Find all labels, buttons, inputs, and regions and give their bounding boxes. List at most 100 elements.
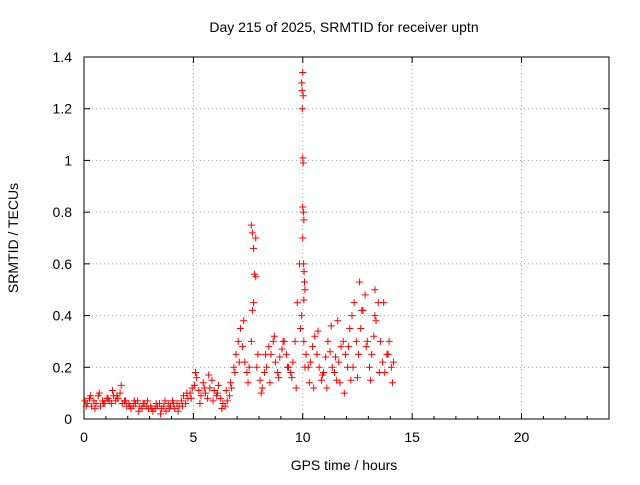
data-point xyxy=(361,291,369,299)
data-point xyxy=(126,402,134,410)
data-point xyxy=(314,327,322,335)
chart-title: Day 215 of 2025, SRMTID for receiver upt… xyxy=(209,19,478,35)
data-point xyxy=(299,92,307,100)
data-point xyxy=(215,381,223,389)
data-point xyxy=(225,392,233,400)
data-point xyxy=(387,363,395,371)
data-point xyxy=(231,368,239,376)
data-point xyxy=(306,358,314,366)
data-point xyxy=(388,379,396,387)
data-point xyxy=(289,358,297,366)
data-point xyxy=(350,299,358,307)
axis-ticks: 0 5 10 15 20 0 0.2 0.4 0.6 0.8 1 1.2 1.4 xyxy=(53,49,609,445)
data-point xyxy=(355,350,363,358)
data-point xyxy=(257,389,265,397)
data-point xyxy=(317,376,325,384)
data-point xyxy=(117,381,125,389)
data-point xyxy=(178,402,186,410)
data-point xyxy=(385,337,393,345)
data-point xyxy=(299,234,307,242)
data-point xyxy=(192,368,200,376)
data-point xyxy=(365,363,373,371)
data-point xyxy=(278,345,286,353)
data-point xyxy=(348,312,356,320)
data-point xyxy=(209,397,217,405)
data-point xyxy=(323,384,331,392)
data-point xyxy=(356,278,364,286)
data-point xyxy=(357,325,365,332)
data-point xyxy=(223,397,231,405)
data-point xyxy=(91,405,99,413)
data-point xyxy=(262,350,270,358)
x-tick-label: 20 xyxy=(514,429,530,445)
data-point xyxy=(301,363,309,371)
data-point xyxy=(297,325,305,332)
data-point xyxy=(299,159,307,167)
data-point xyxy=(139,399,147,407)
data-point xyxy=(165,405,173,413)
data-point xyxy=(247,337,255,345)
data-point xyxy=(337,343,345,351)
data-point xyxy=(340,389,348,397)
data-point xyxy=(298,79,306,87)
data-point xyxy=(243,368,251,376)
grid-lines xyxy=(84,57,609,419)
data-point xyxy=(362,343,370,351)
data-point xyxy=(292,384,300,392)
data-point xyxy=(335,358,343,366)
data-point xyxy=(324,337,332,345)
data-point xyxy=(87,392,95,400)
data-point xyxy=(235,358,243,366)
data-point xyxy=(252,234,260,242)
data-point xyxy=(380,299,388,307)
data-point xyxy=(245,363,253,371)
data-point xyxy=(82,402,90,410)
data-point xyxy=(275,374,283,382)
data-point xyxy=(248,306,256,314)
data-point xyxy=(287,368,295,376)
data-point xyxy=(248,229,256,237)
data-point xyxy=(371,286,379,294)
data-point xyxy=(160,402,168,410)
data-point xyxy=(358,306,366,314)
x-axis-label: GPS time / hours xyxy=(291,457,398,473)
data-point xyxy=(299,69,307,77)
data-point xyxy=(143,397,151,405)
data-point xyxy=(265,343,273,351)
data-point xyxy=(375,368,383,376)
y-tick-label: 0.2 xyxy=(53,359,73,375)
data-point xyxy=(258,384,266,392)
data-point xyxy=(148,405,156,413)
y-axis-label: SRMTID / TECUs xyxy=(5,183,21,293)
data-point xyxy=(353,374,361,382)
data-point xyxy=(300,216,308,224)
data-point xyxy=(170,399,178,407)
data-point xyxy=(298,105,306,113)
data-point xyxy=(379,358,387,366)
y-tick-label: 0.8 xyxy=(53,204,73,220)
data-point xyxy=(100,399,108,407)
data-point xyxy=(256,376,264,384)
data-point xyxy=(222,387,230,395)
data-point xyxy=(266,379,274,387)
data-point xyxy=(352,337,360,345)
data-point xyxy=(270,332,278,340)
data-point xyxy=(193,374,201,382)
data-point xyxy=(204,394,212,402)
data-point xyxy=(92,399,100,407)
data-point xyxy=(298,312,306,320)
data-point xyxy=(174,407,182,415)
data-point xyxy=(371,312,379,320)
data-point xyxy=(390,358,398,366)
data-point xyxy=(236,325,244,332)
data-point xyxy=(334,317,342,325)
data-point xyxy=(326,348,334,356)
data-point xyxy=(363,337,371,345)
data-point xyxy=(135,407,143,415)
data-point xyxy=(345,343,353,351)
x-tick-label: 0 xyxy=(80,429,88,445)
data-point xyxy=(199,379,207,387)
data-point xyxy=(310,384,318,392)
